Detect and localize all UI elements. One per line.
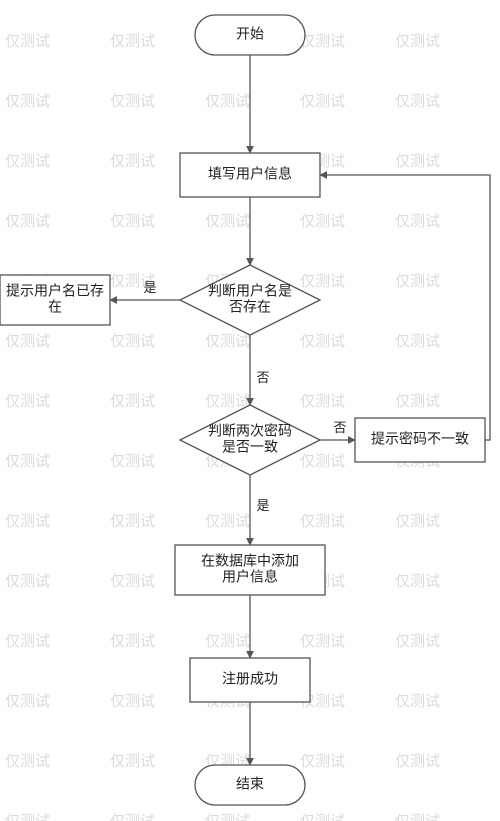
node-chkuser-label: 判断用户名是 <box>208 283 292 299</box>
node-fill-label: 填写用户信息 <box>208 166 292 182</box>
node-chkuser: 判断用户名是否存在 <box>180 265 320 335</box>
edge-3-label: 否 <box>256 370 269 385</box>
node-chkuser-label: 否存在 <box>229 299 271 315</box>
node-tippwd-label: 提示密码不一致 <box>371 431 469 447</box>
node-tipuser-label: 提示用户名已存 <box>6 283 104 299</box>
node-start: 开始 <box>195 15 305 55</box>
edge-2-label: 是 <box>143 280 156 295</box>
edge-5-label: 是 <box>256 498 269 513</box>
node-adddb-label: 在数据库中添加 <box>201 553 299 569</box>
edge-8 <box>320 175 490 440</box>
node-ok: 注册成功 <box>190 658 310 702</box>
node-tipuser: 提示用户名已存在 <box>0 275 110 325</box>
node-chkpwd-label: 是否一致 <box>222 439 278 455</box>
node-adddb: 在数据库中添加用户信息 <box>175 545 325 595</box>
node-end: 结束 <box>195 765 305 805</box>
node-ok-label: 注册成功 <box>222 671 278 687</box>
node-start-label: 开始 <box>236 26 264 42</box>
flowchart-canvas: 是否否是 开始填写用户信息判断用户名是否存在提示用户名已存在判断两次密码是否一致… <box>0 0 500 821</box>
edge-4-label: 否 <box>333 420 346 435</box>
node-chkpwd-label: 判断两次密码 <box>208 423 292 439</box>
node-tippwd: 提示密码不一致 <box>355 418 485 462</box>
node-fill: 填写用户信息 <box>180 153 320 197</box>
node-chkpwd: 判断两次密码是否一致 <box>180 405 320 475</box>
node-adddb-label: 用户信息 <box>222 569 278 585</box>
node-end-label: 结束 <box>236 776 264 792</box>
node-tipuser-label: 在 <box>48 299 62 315</box>
